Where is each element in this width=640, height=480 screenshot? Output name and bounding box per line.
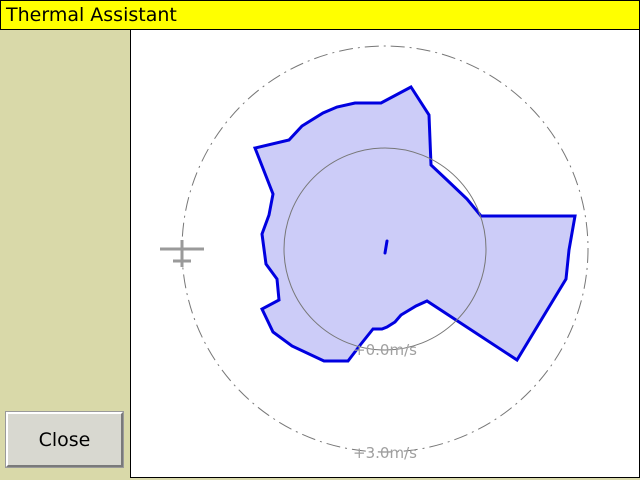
inner-ring-label: +0.0m/s <box>353 341 417 359</box>
aircraft-icon <box>160 240 204 267</box>
thermal-radar: +0.0m/s +3.0m/s <box>160 45 589 462</box>
close-button[interactable]: Close <box>5 411 124 468</box>
title-bar: Thermal Assistant <box>0 0 640 30</box>
inner-ring <box>283 147 487 351</box>
lift-polygon <box>252 85 577 363</box>
thermal-center-marker-icon <box>383 239 389 255</box>
window-title: Thermal Assistant <box>6 4 177 26</box>
sidebar <box>0 30 130 480</box>
thermal-display: +0.0m/s +3.0m/s <box>130 29 640 478</box>
outer-ring-label: +3.0m/s <box>353 444 417 462</box>
